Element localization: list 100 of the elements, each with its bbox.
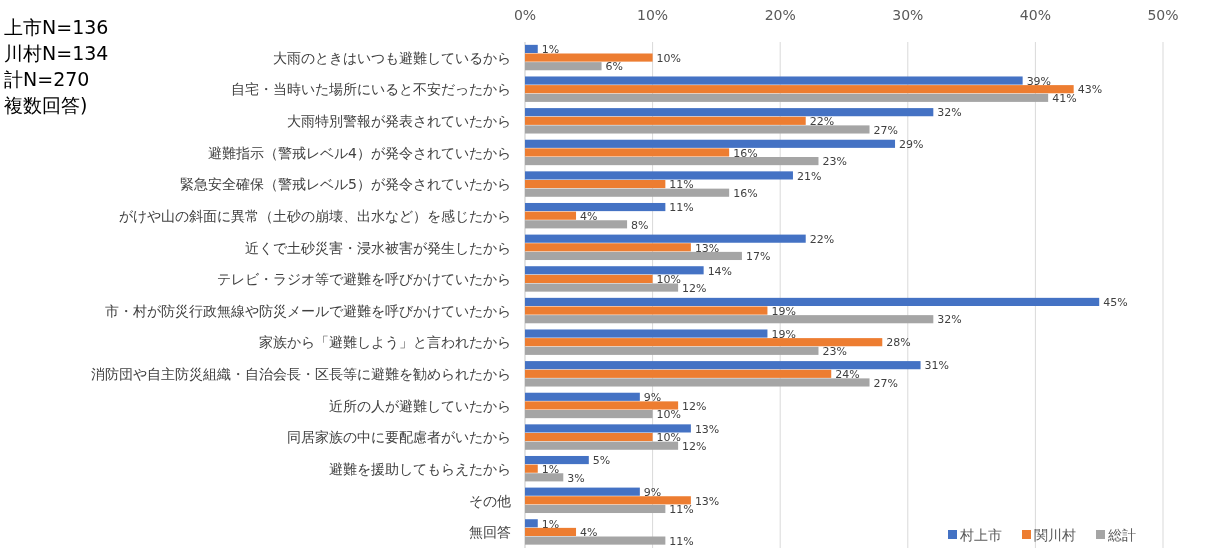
bar [525, 125, 870, 134]
y-tick-label: 市・村が防災行政無線や防災メールで避難を呼びかけていたから [105, 302, 511, 319]
x-tick-label: 10% [637, 7, 669, 23]
y-tick-label: 無回答 [469, 524, 511, 541]
bar [525, 220, 628, 229]
bar [525, 424, 691, 433]
bar [525, 139, 896, 148]
bar [525, 171, 793, 180]
bar [525, 329, 768, 338]
bar [525, 234, 806, 243]
data-label: 16% [733, 186, 758, 200]
data-label: 23% [822, 155, 847, 169]
x-tick-label: 20% [764, 7, 796, 23]
data-label: 10% [656, 273, 682, 287]
bar [525, 53, 653, 62]
y-tick-label: 緊急安全確保（警戒レベル5）が発令されていたから [180, 176, 511, 193]
data-label: 16% [733, 146, 758, 160]
y-tick-label: 大雨のときはいつも避難しているから [273, 49, 511, 66]
bar [525, 266, 704, 275]
data-label: 22% [809, 115, 835, 129]
x-tick-label: 50% [1147, 7, 1179, 23]
data-label: 4% [580, 526, 598, 540]
bar [525, 496, 691, 505]
data-label: 10% [656, 431, 682, 445]
data-label: 10% [656, 408, 682, 422]
bar [525, 116, 806, 125]
bar [525, 441, 679, 450]
data-label: 23% [822, 345, 847, 359]
data-label: 11% [669, 534, 694, 548]
data-label: 9% [643, 485, 662, 499]
bar [525, 297, 1100, 306]
data-label: 39% [1026, 74, 1052, 88]
text: 複数回答) [4, 94, 88, 116]
y-tick-label: がけや山の斜面に異常（土砂の崩壊、出水など）を感じたから [119, 207, 511, 224]
bar [525, 487, 640, 496]
data-label: 24% [835, 368, 860, 382]
data-label: 28% [886, 336, 911, 350]
data-label: 14% [707, 264, 733, 278]
bar [525, 85, 1074, 94]
bar [525, 306, 768, 315]
bar [525, 44, 538, 53]
data-label: 27% [873, 123, 898, 137]
bar [525, 519, 538, 528]
data-label: 13% [694, 422, 720, 436]
text: 計N=270 [4, 68, 90, 90]
bar [525, 401, 679, 410]
text: 川村N=134 [4, 42, 109, 64]
bar [525, 464, 538, 473]
data-label: 32% [937, 313, 962, 327]
bar [525, 283, 679, 292]
y-tick-label: 避難を援助してもらえたから [329, 460, 511, 477]
data-label: 41% [1052, 92, 1077, 106]
data-label: 12% [682, 281, 707, 295]
x-tick-label: 40% [1019, 7, 1051, 23]
bar [525, 62, 602, 71]
data-label: 11% [669, 178, 694, 192]
bar [525, 315, 934, 324]
bar [525, 76, 1023, 85]
bar [525, 473, 564, 482]
legend-label: 村上市 [959, 527, 1002, 543]
bar [525, 108, 934, 117]
data-label: 1% [541, 462, 560, 476]
bar [525, 361, 921, 370]
legend-label: 総計 [1107, 527, 1136, 543]
data-label: 13% [694, 494, 720, 508]
bar [525, 157, 819, 166]
bar [525, 338, 883, 347]
bar [525, 251, 742, 261]
bar [525, 243, 691, 252]
bar [525, 346, 819, 355]
data-label: 1% [541, 43, 560, 57]
y-tick-label: テレビ・ラジオ等で避難を呼びかけていたから [217, 271, 511, 288]
data-label: 11% [669, 503, 694, 517]
data-label: 31% [924, 359, 950, 373]
y-tick-label: 近くで土砂災害・浸水被害が発生したから [245, 239, 511, 256]
bar [525, 93, 1049, 102]
bar [525, 432, 653, 442]
data-label: 12% [682, 439, 707, 453]
y-tick-label: 自宅・当時いた場所にいると不安だったから [231, 81, 511, 98]
bar [525, 455, 589, 465]
bar [525, 369, 832, 378]
data-label: 5% [592, 454, 611, 468]
text: 上市N=136 [4, 16, 109, 38]
data-label: 10% [656, 51, 682, 65]
bar [525, 410, 653, 419]
data-label: 9% [643, 391, 662, 405]
data-label: 8% [631, 218, 649, 232]
data-label: 45% [1103, 296, 1128, 310]
bar [525, 211, 577, 220]
data-label: 6% [605, 60, 624, 74]
data-label: 22% [809, 232, 835, 246]
bar [525, 274, 653, 284]
y-tick-label: 避難指示（警戒レベル4）が発令されていたから [208, 144, 511, 161]
data-label: 17% [745, 250, 771, 264]
y-tick-label: その他 [469, 492, 511, 509]
x-tick-label: 0% [513, 7, 537, 23]
x-tick-label: 30% [892, 7, 924, 23]
data-label: 19% [771, 327, 796, 341]
bar [525, 148, 730, 157]
y-tick-label: 消防団や自主防災組織・自治会長・区長等に避難を勧められたから [91, 366, 511, 383]
